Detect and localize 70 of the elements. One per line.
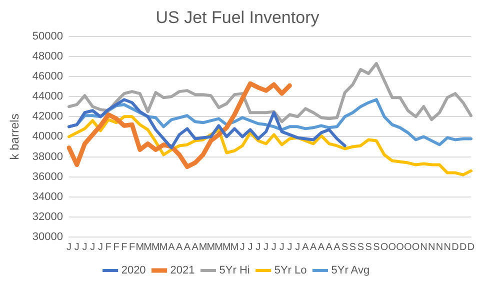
- x-tick-label: N: [444, 242, 451, 253]
- x-tick-label: A: [192, 242, 199, 253]
- x-tick-label: J: [287, 242, 292, 253]
- y-tick-label: 32000: [32, 210, 63, 223]
- x-tick-label: J: [74, 242, 80, 253]
- x-tick-label: F: [128, 242, 136, 253]
- y-tick-label: 44000: [32, 90, 63, 103]
- y-tick-label: 42000: [32, 110, 63, 123]
- x-tick-label: D: [460, 242, 467, 253]
- x-tick-label: A: [184, 242, 191, 253]
- x-tick-label: A: [302, 242, 310, 253]
- x-tick-label: M: [198, 242, 208, 253]
- y-tick-label: 48000: [32, 50, 63, 62]
- y-tick-label: 36000: [32, 170, 63, 183]
- x-tick-label: M: [214, 242, 223, 253]
- x-tick-label: M: [144, 242, 152, 253]
- x-tick-label: O: [404, 242, 412, 253]
- x-tick-label: S: [357, 242, 364, 253]
- x-tick-label: N: [420, 242, 428, 253]
- x-tick-label: M: [230, 242, 239, 253]
- y-tick-label: 50000: [32, 30, 63, 42]
- x-tick-label: A: [310, 242, 318, 253]
- legend-label: 2021: [170, 264, 195, 277]
- x-tick-label: J: [279, 242, 284, 253]
- y-tick-label: 40000: [32, 130, 63, 143]
- x-tick-label: A: [334, 242, 341, 253]
- x-tick-label: M: [136, 242, 144, 253]
- x-tick-label: O: [396, 242, 404, 253]
- y-tick-label: 34000: [32, 190, 63, 203]
- x-tick-label: S: [365, 242, 372, 253]
- x-tick-label: S: [373, 242, 380, 253]
- x-tick-label: J: [82, 242, 88, 253]
- x-tick-label: M: [159, 242, 168, 253]
- x-tick-label: J: [66, 242, 72, 253]
- x-tick-label: J: [248, 242, 253, 253]
- x-tick-label: F: [113, 242, 120, 253]
- x-tick-label: J: [295, 242, 300, 253]
- x-tick-label: M: [152, 242, 160, 253]
- x-tick-label: J: [264, 242, 269, 253]
- x-tick-label: J: [98, 242, 104, 253]
- x-tick-label: F: [105, 242, 112, 253]
- y-tick-label: 46000: [32, 70, 63, 83]
- chart-title: US Jet Fuel Inventory: [156, 8, 320, 27]
- x-tick-label: N: [436, 242, 444, 253]
- x-tick-label: F: [121, 242, 128, 253]
- x-tick-label: A: [176, 242, 184, 253]
- x-tick-label: A: [168, 242, 176, 253]
- x-tick-label: M: [222, 242, 231, 253]
- legend-label: 5Yr Avg: [331, 264, 370, 277]
- x-tick-label: J: [271, 242, 276, 253]
- x-tick-label: A: [318, 242, 325, 253]
- x-tick-label: A: [326, 242, 333, 253]
- legend-label: 5Yr Lo: [274, 264, 307, 277]
- x-tick-label: D: [467, 242, 475, 253]
- y-tick-label: 30000: [32, 231, 63, 244]
- x-tick-label: S: [342, 242, 349, 253]
- x-tick-label: J: [240, 242, 245, 253]
- x-tick-label: J: [90, 242, 96, 253]
- x-tick-label: M: [206, 242, 216, 253]
- x-tick-label: N: [428, 242, 436, 253]
- x-tick-label: J: [256, 242, 261, 253]
- legend-label: 2020: [121, 264, 146, 277]
- x-tick-label: S: [349, 242, 356, 253]
- x-tick-label: O: [388, 242, 396, 253]
- y-axis-title: k barrels: [8, 114, 22, 160]
- x-tick-label: D: [452, 242, 459, 253]
- x-tick-label: O: [380, 242, 388, 253]
- legend-label: 5Yr Hi: [219, 264, 250, 277]
- x-tick-label: O: [412, 242, 420, 253]
- y-tick-label: 38000: [32, 150, 63, 163]
